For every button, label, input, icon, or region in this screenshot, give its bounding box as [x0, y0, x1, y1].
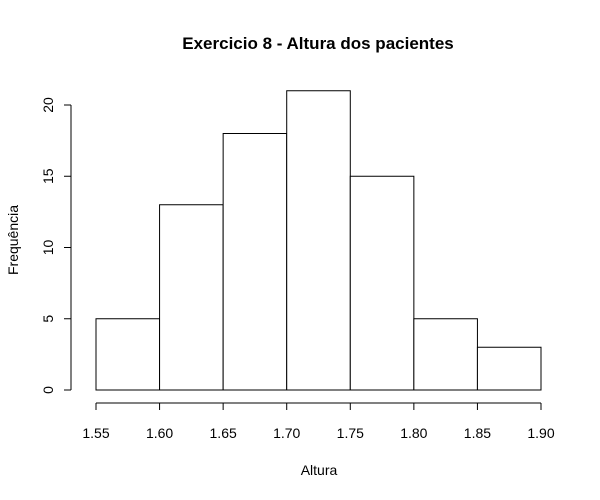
histogram-bar [476, 346, 542, 391]
x-tick-label: 1.80 [400, 425, 427, 441]
x-tick-label: 1.75 [337, 425, 364, 441]
x-tick-label: 1.90 [527, 425, 554, 441]
y-axis-title: Frequência [5, 205, 21, 275]
y-tick-label: 20 [40, 97, 56, 113]
histogram-bar [222, 133, 288, 391]
bars-group [95, 90, 542, 391]
histogram-bar [159, 204, 224, 391]
histogram-bar [95, 318, 161, 391]
x-tick-label: 1.60 [146, 425, 173, 441]
y-tick-label: 5 [40, 315, 56, 323]
histogram-bar [286, 90, 351, 391]
y-tick-label: 15 [40, 168, 56, 184]
histogram-bar [413, 318, 478, 391]
chart-title: Exercicio 8 - Altura dos pacientes [182, 34, 453, 53]
y-tick-label: 10 [40, 240, 56, 256]
x-tick-label: 1.70 [273, 425, 300, 441]
x-axis-title: Altura [301, 462, 338, 478]
histogram-bar [349, 175, 415, 391]
y-tick-label: 0 [40, 386, 56, 394]
y-axis: 0 5 10 15 20 [40, 97, 72, 394]
x-tick-label: 1.65 [210, 425, 237, 441]
x-axis: 1.55 1.60 1.65 1.70 1.75 1.80 1.85 1.90 [82, 402, 555, 441]
x-tick-label: 1.55 [82, 425, 109, 441]
x-tick-label: 1.85 [464, 425, 491, 441]
